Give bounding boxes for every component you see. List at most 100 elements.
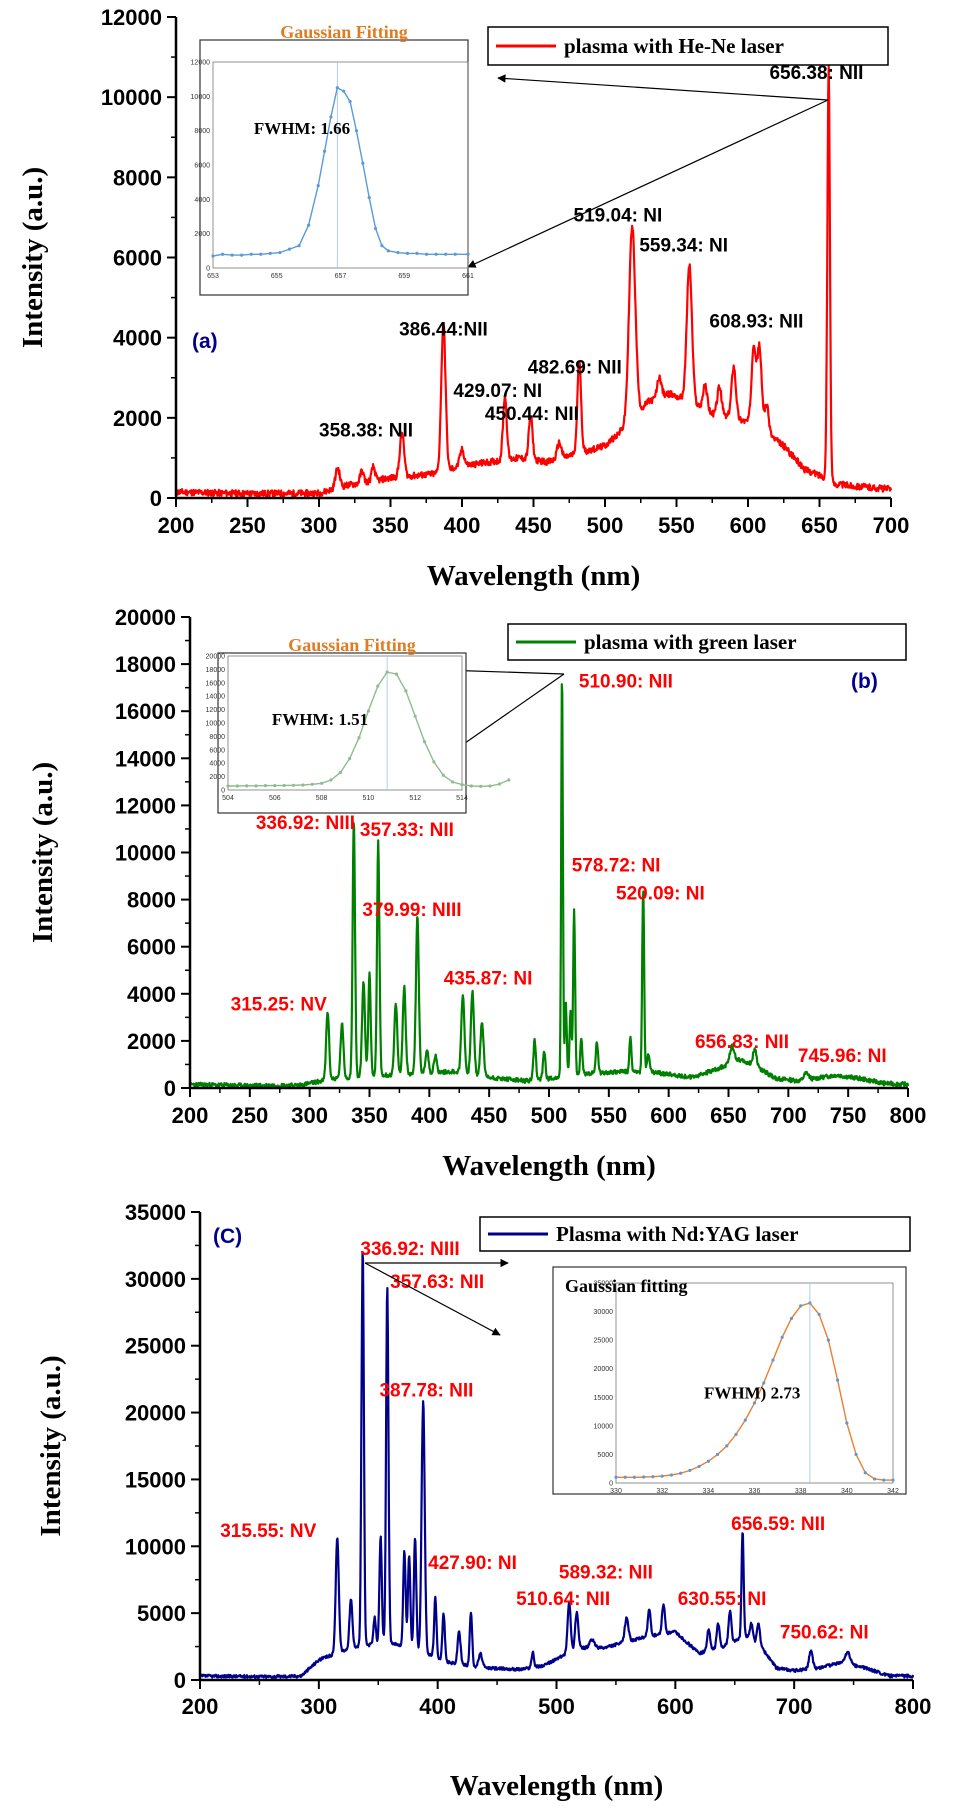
inset-data-point: [863, 1471, 867, 1475]
inset-data-point: [357, 736, 361, 740]
inset-title: Gaussian fitting: [565, 1276, 688, 1296]
y-tick-label: 5000: [137, 1601, 186, 1626]
peak-annotation: 656.38: NII: [769, 63, 863, 84]
inset-data-point: [338, 770, 342, 775]
x-tick-label: 400: [419, 1694, 456, 1719]
inset-x-tick-label: 340: [841, 1488, 853, 1495]
inset-data-point: [771, 1358, 775, 1362]
inset-data-point: [226, 784, 230, 788]
y-tick-label: 8000: [127, 888, 176, 913]
inset-data-point: [872, 1477, 877, 1481]
inset-y-tick-label: 4000: [194, 197, 210, 204]
y-axis-title: Intensity (a.u.): [17, 167, 49, 348]
peak-annotation: 357.63: NII: [390, 1272, 484, 1293]
peak-annotation: 510.90: NII: [579, 672, 673, 693]
inset-data-point: [432, 760, 436, 764]
inset-data-point: [614, 1475, 618, 1479]
peak-annotation: 358.38: NII: [319, 420, 413, 441]
x-tick-label: 350: [351, 1103, 388, 1128]
inset-frame: [552, 1266, 907, 1495]
inset-data-point: [240, 253, 244, 257]
inset-x-tick-label: 514: [456, 795, 468, 802]
y-tick-label: 35000: [125, 1200, 186, 1225]
inset-x-tick-label: 508: [316, 795, 328, 802]
x-axis-title: Wavelength (nm): [442, 1150, 655, 1182]
x-tick-label: 500: [587, 513, 624, 538]
inset-title: Gaussian Fitting: [280, 22, 408, 42]
peak-annotation: 656.83: NII: [695, 1032, 789, 1053]
inset-frame: [217, 652, 467, 814]
inset-x-tick-label: 332: [656, 1488, 668, 1495]
x-tick-label: 200: [172, 1103, 209, 1128]
inset-plot-area: [615, 1282, 894, 1484]
inset-fwhm-label: FWHM: 1.51: [272, 710, 368, 729]
peak-annotation: 336.92: NIII: [256, 813, 355, 834]
inset-plot-area: [212, 61, 469, 269]
gaussian-inset: 330 332 334 336 338 340 342 0 5000 10000 15000 2000…: [552, 1266, 907, 1495]
x-axis-title: Wavelength (nm): [450, 1770, 663, 1802]
y-tick-label: 20000: [125, 1401, 186, 1426]
y-tick-label: 18000: [115, 652, 176, 677]
y-tick-label: 6000: [127, 935, 176, 960]
peak-arrow: [467, 99, 829, 268]
inset-data-point: [394, 672, 399, 676]
y-tick-label: 8000: [113, 165, 162, 190]
y-axis-title: Intensity (a.u.): [27, 762, 59, 943]
inset-y-tick-label: 10000: [594, 1423, 614, 1430]
gaussian-inset: 504 506 508 510 512 514 0 2000 4000 6000 8000 10000…: [206, 635, 511, 814]
inset-data-point: [651, 1475, 655, 1479]
inset-y-tick-label: 12000: [206, 707, 226, 714]
legend-label: plasma with He-Ne laser: [564, 34, 784, 58]
inset-y-tick-label: 0: [206, 266, 210, 273]
x-tick-label: 700: [873, 513, 910, 538]
inset-data-point: [460, 783, 464, 787]
inset-data-point: [386, 249, 390, 253]
x-tick-label: 300: [291, 1103, 328, 1128]
chart-panel-3: 200 300 400 500 600 700 800 0 5000 10000 15000 2000…: [35, 1200, 931, 1802]
inset-data-point: [301, 783, 305, 787]
inset-data-point: [415, 251, 419, 256]
inset-data-point: [273, 784, 277, 788]
inset-y-tick-label: 8000: [194, 128, 210, 135]
peak-annotation: 589.32: NII: [559, 1562, 653, 1583]
inset-data-point: [259, 252, 263, 256]
peak-arrow: [364, 1262, 501, 1336]
legend: Plasma with Nd:YAG laser: [479, 1216, 911, 1252]
x-tick-label: 250: [229, 513, 266, 538]
spectrum-series-line: [188, 683, 910, 1089]
inset-data-point: [762, 1381, 766, 1385]
inset-data-point: [373, 226, 378, 231]
inset-data-point: [836, 1378, 840, 1382]
peak-annotation: 520.09: NI: [616, 884, 705, 905]
x-tick-label: 500: [531, 1103, 568, 1128]
y-tick-label: 12000: [101, 5, 162, 30]
inset-data-point: [697, 1464, 701, 1469]
inset-data-point: [891, 1478, 895, 1482]
x-tick-label: 600: [657, 1694, 694, 1719]
inset-y-tick-label: 6000: [194, 163, 210, 170]
inset-data-point: [451, 780, 455, 784]
x-tick-label: 750: [830, 1103, 867, 1128]
x-tick-label: 650: [710, 1103, 747, 1128]
inset-y-tick-label: 4000: [209, 761, 225, 768]
peak-annotation: 745.96: NI: [798, 1046, 887, 1067]
inset-data-point: [488, 784, 492, 788]
x-tick-label: 200: [182, 1694, 219, 1719]
inset-y-tick-label: 2000: [209, 774, 225, 781]
inset-data-point: [441, 773, 445, 777]
y-tick-label: 10000: [115, 841, 176, 866]
inset-data-point: [817, 1312, 821, 1317]
inset-data-point: [826, 1338, 830, 1342]
inset-data-point: [469, 784, 473, 788]
x-tick-label: 550: [590, 1103, 627, 1128]
inset-y-tick-label: 16000: [206, 680, 226, 687]
y-tick-label: 30000: [125, 1267, 186, 1292]
inset-data-point: [367, 196, 371, 200]
inset-data-point: [882, 1478, 886, 1482]
peak-annotation: 429.07: NI: [453, 381, 542, 402]
inset-x-tick-label: 336: [749, 1488, 761, 1495]
inset-data-point: [743, 1418, 747, 1422]
inset-y-tick-label: 35000: [594, 1281, 614, 1288]
peak-annotation: 386.44:NII: [399, 320, 488, 341]
